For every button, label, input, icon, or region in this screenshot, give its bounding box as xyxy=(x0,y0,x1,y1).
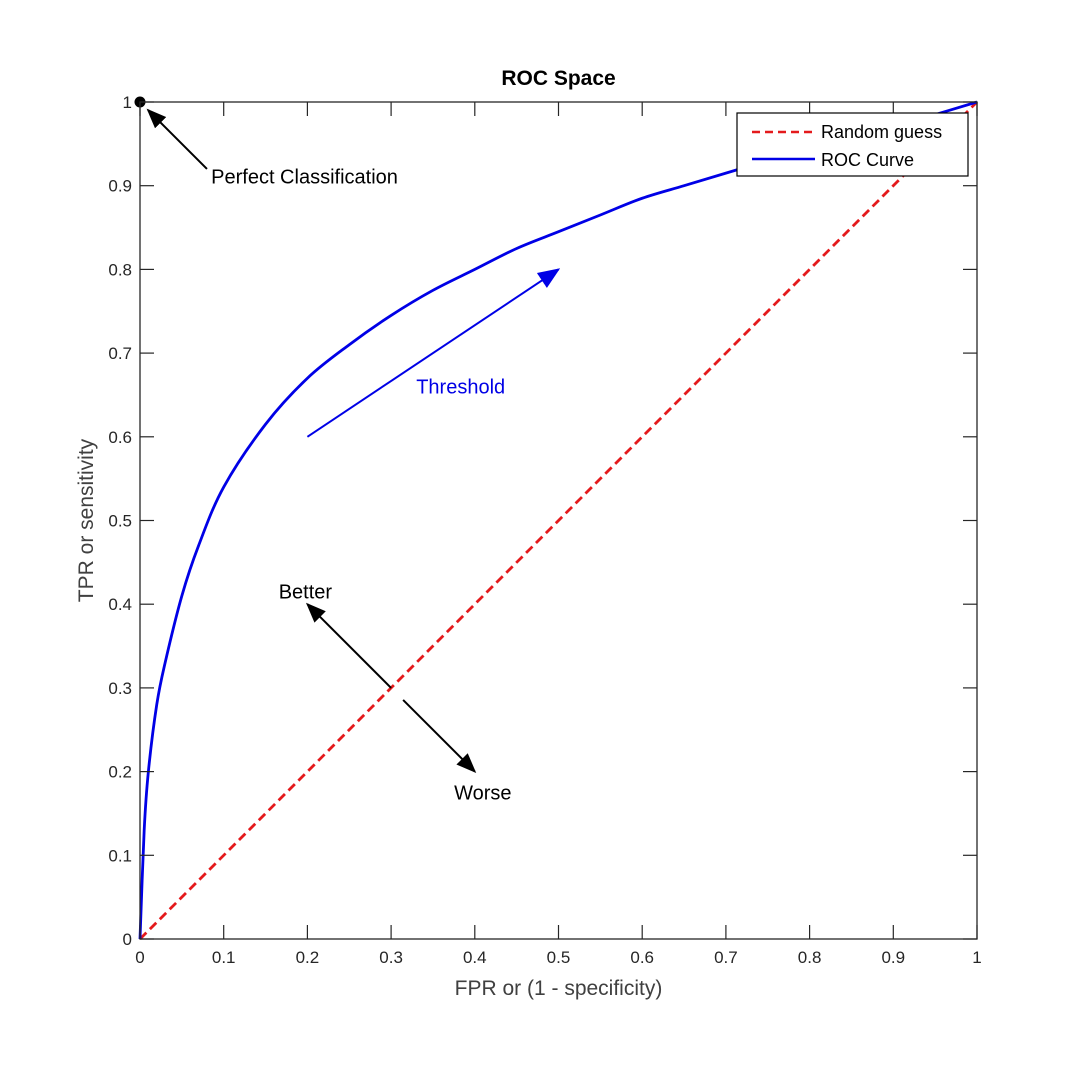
x-tick-label: 0.9 xyxy=(881,948,905,967)
y-tick-label: 1 xyxy=(123,93,132,112)
ticks-layer: 0 0.1 0.2 0.3 0.4 0.5 0.6 0.7 0.8 0.9 1 0 0.1 0.2 0.3 0… xyxy=(108,93,981,967)
y-axis-label: TPR or sensitivity xyxy=(75,438,98,602)
y-tick-label: 0.2 xyxy=(108,763,132,782)
legend-label-random-guess: Random guess xyxy=(821,122,942,142)
x-axis-label: FPR or (1 - specificity) xyxy=(455,977,663,1000)
x-tick-label: 0.2 xyxy=(296,948,320,967)
y-tick-label: 0.1 xyxy=(108,846,132,865)
better-label: Better xyxy=(279,582,333,604)
perfect-classification-label: Perfect Classification xyxy=(211,166,398,188)
threshold-label: Threshold xyxy=(416,377,505,399)
x-tick-label: 0.1 xyxy=(212,948,236,967)
y-tick-label: 0.5 xyxy=(108,512,132,531)
x-tick-label: 0 xyxy=(135,948,144,967)
x-tick-label: 0.7 xyxy=(714,948,738,967)
y-tick-label: 0.6 xyxy=(108,428,132,447)
y-tick-label: 0 xyxy=(123,930,132,949)
x-tick-label: 0.5 xyxy=(547,948,571,967)
threshold-arrow xyxy=(306,268,561,438)
y-tick-label: 0.4 xyxy=(108,595,132,614)
legend-box xyxy=(736,112,969,177)
series-line-random-guess xyxy=(139,101,978,940)
perfect-classification-arrow xyxy=(146,108,208,170)
worse-label: Worse xyxy=(454,783,511,805)
x-tick-label: 0.3 xyxy=(379,948,403,967)
better-arrow xyxy=(305,602,392,689)
x-tick-label: 0.6 xyxy=(630,948,654,967)
x-tick-label: 0.8 xyxy=(798,948,822,967)
legend: Random guess ROC Curve xyxy=(736,112,969,177)
worse-arrow xyxy=(402,699,477,774)
x-tick-label: 1 xyxy=(972,948,981,967)
y-tick-label: 0.8 xyxy=(108,260,132,279)
y-tick-label: 0.7 xyxy=(108,344,132,363)
x-tick-label: 0.4 xyxy=(463,948,487,967)
y-tick-label: 0.3 xyxy=(108,679,132,698)
y-tick-label: 0.9 xyxy=(108,177,132,196)
chart-title: ROC Space xyxy=(501,67,615,90)
legend-label-roc-curve: ROC Curve xyxy=(821,150,914,170)
